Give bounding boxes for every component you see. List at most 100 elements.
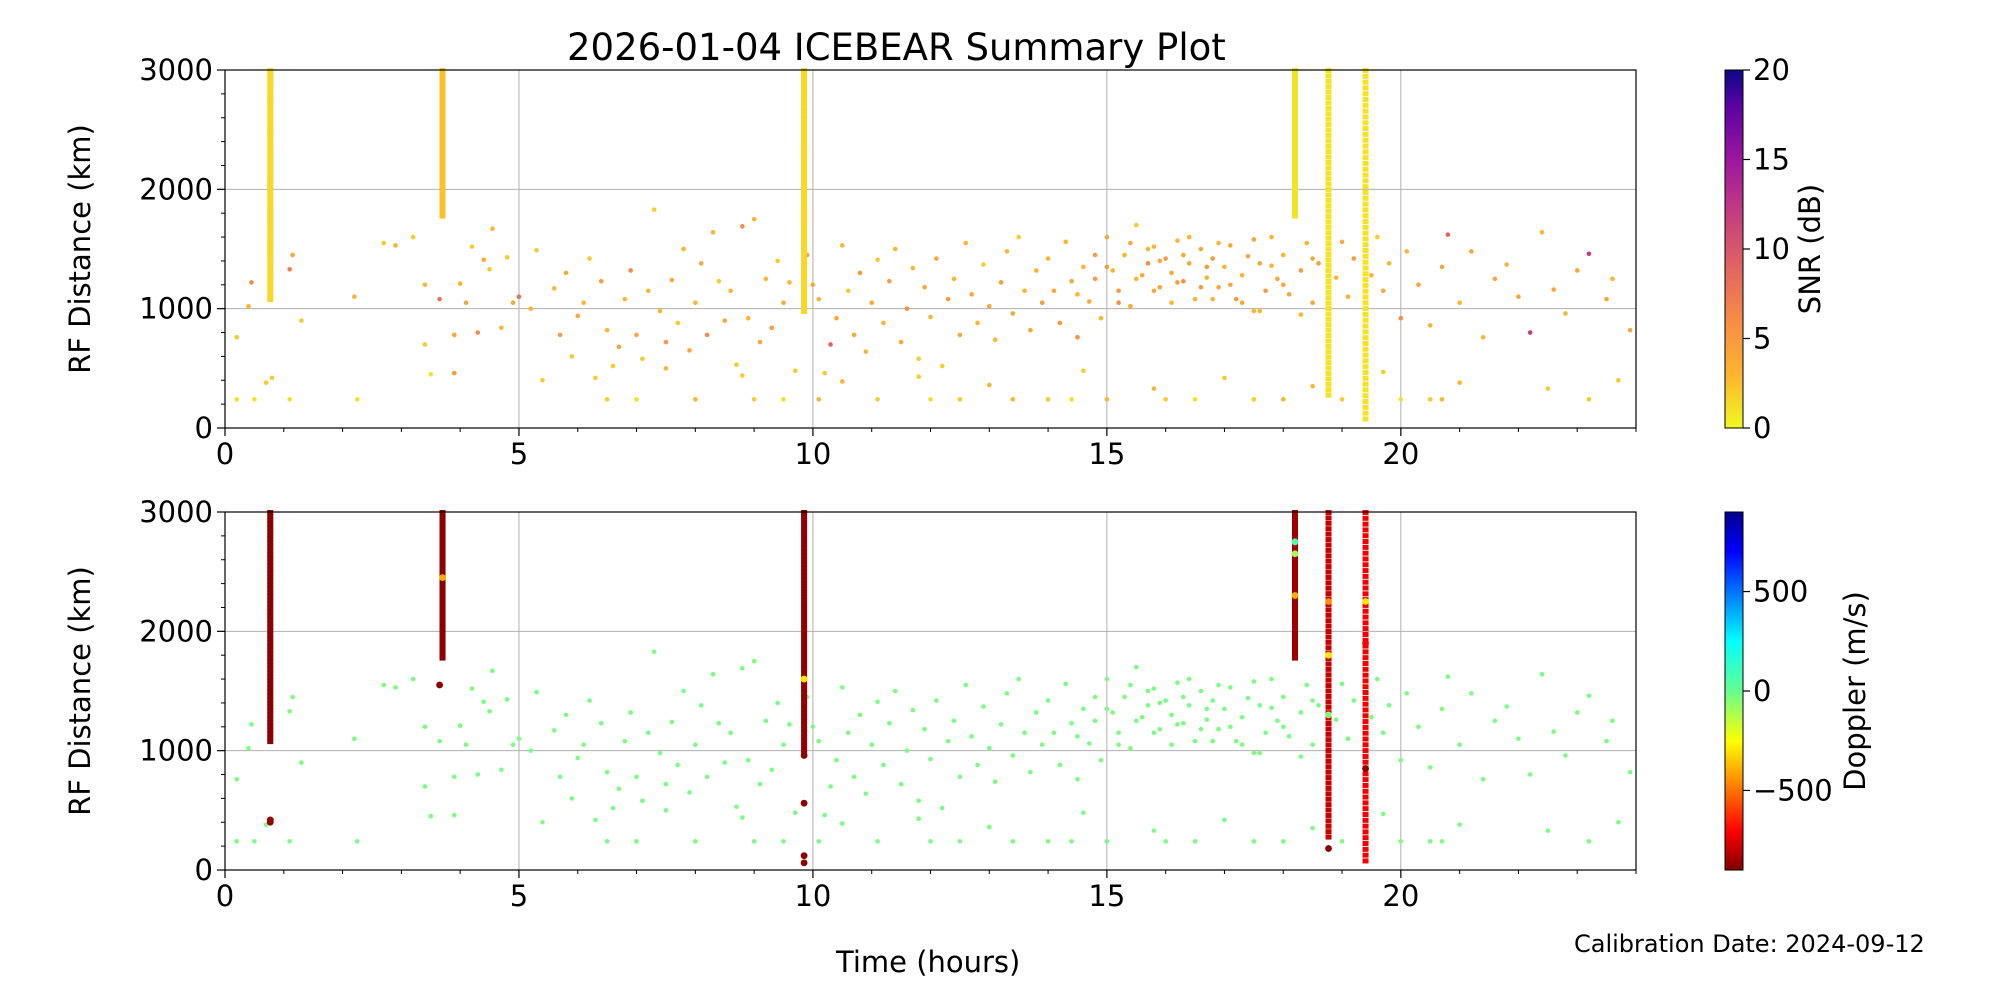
column-point (801, 212, 808, 218)
column-point (1362, 777, 1369, 783)
data-point (1016, 234, 1021, 240)
data-point (998, 280, 1004, 285)
column-point (1362, 178, 1369, 184)
column-point (1362, 166, 1369, 172)
data-point (252, 397, 257, 402)
column-point (801, 256, 808, 262)
data-point (1145, 688, 1151, 694)
column-point (801, 686, 808, 692)
data-point (939, 363, 945, 369)
data-point (1116, 288, 1121, 294)
data-point (1075, 335, 1080, 340)
column-highlight-point (1325, 651, 1332, 659)
column-point (801, 590, 808, 596)
column-point (267, 666, 274, 672)
column-point (801, 140, 808, 146)
column-point (801, 622, 808, 628)
x-axis-label: Time (hours) (836, 945, 1021, 979)
data-point (898, 339, 904, 345)
data-point (904, 306, 910, 311)
data-point (928, 756, 933, 762)
data-point (898, 781, 904, 787)
data-point (1333, 275, 1339, 280)
data-point (290, 694, 295, 700)
column-point (1325, 333, 1332, 339)
column-point (267, 544, 274, 550)
column-point (1362, 300, 1369, 306)
column-point (267, 224, 274, 230)
data-point (622, 296, 628, 302)
column-point (1362, 800, 1369, 806)
data-point (1298, 754, 1304, 759)
column-point (1325, 661, 1332, 667)
data-point (634, 397, 639, 402)
data-point (1416, 282, 1421, 288)
data-point (634, 774, 639, 780)
column-point (267, 171, 274, 177)
column-point (1325, 197, 1332, 203)
data-point (693, 300, 698, 306)
data-point (863, 349, 869, 354)
column-point (1362, 672, 1369, 678)
column-point (1325, 257, 1332, 263)
column-point (801, 570, 808, 576)
data-point (934, 698, 939, 703)
column-point (1325, 537, 1332, 543)
column-point (1325, 796, 1332, 802)
data-point (1210, 738, 1215, 744)
column-highlight-point (266, 818, 274, 826)
column-point (801, 216, 808, 222)
data-point (1222, 817, 1227, 823)
column-point (1362, 282, 1369, 288)
column-point (1325, 170, 1332, 176)
column-point (1325, 753, 1332, 759)
data-point (1192, 738, 1198, 744)
column-highlight-point (1362, 765, 1369, 772)
column-point (1362, 126, 1369, 132)
column-point (267, 281, 274, 287)
data-point (1251, 397, 1257, 402)
column-point (267, 121, 274, 127)
column-point (1325, 316, 1332, 322)
data-point (490, 668, 495, 674)
column-point (267, 132, 274, 138)
data-point (981, 704, 986, 709)
column-point (267, 513, 274, 519)
data-point (1098, 315, 1104, 321)
column-point (801, 240, 808, 246)
column-point (267, 586, 274, 592)
column-point (1362, 335, 1369, 341)
figure-title: 2026-01-04 ICEBEAR Summary Plot (567, 26, 1226, 69)
data-point (1527, 330, 1533, 335)
data-point (740, 373, 745, 378)
y-tick-label: 2000 (139, 614, 213, 648)
column-point (1325, 699, 1332, 705)
data-point (1280, 839, 1286, 844)
column-point (801, 642, 808, 648)
column-point (1362, 172, 1369, 178)
data-point (457, 281, 463, 286)
column-point (1362, 358, 1369, 364)
column-point (1325, 73, 1332, 79)
data-points (234, 68, 1633, 422)
column-point (801, 550, 808, 556)
column-point (1325, 607, 1332, 613)
column-point (801, 698, 808, 704)
data-point (393, 685, 398, 690)
data-point (1139, 714, 1145, 720)
data-point (1263, 288, 1268, 294)
data-point (1280, 282, 1286, 288)
column-point (267, 655, 274, 661)
data-point (1069, 839, 1074, 844)
colorbar-tick-label: 20 (1753, 53, 1790, 87)
data-point (1075, 292, 1080, 297)
data-point (1627, 327, 1633, 333)
column-point (1325, 666, 1332, 672)
x-tick-label: 0 (216, 437, 234, 471)
data-point (675, 320, 680, 326)
data-point (981, 262, 986, 267)
column-point (267, 186, 274, 192)
data-point (840, 685, 845, 690)
column-point (1325, 289, 1332, 295)
column-point (801, 232, 808, 238)
